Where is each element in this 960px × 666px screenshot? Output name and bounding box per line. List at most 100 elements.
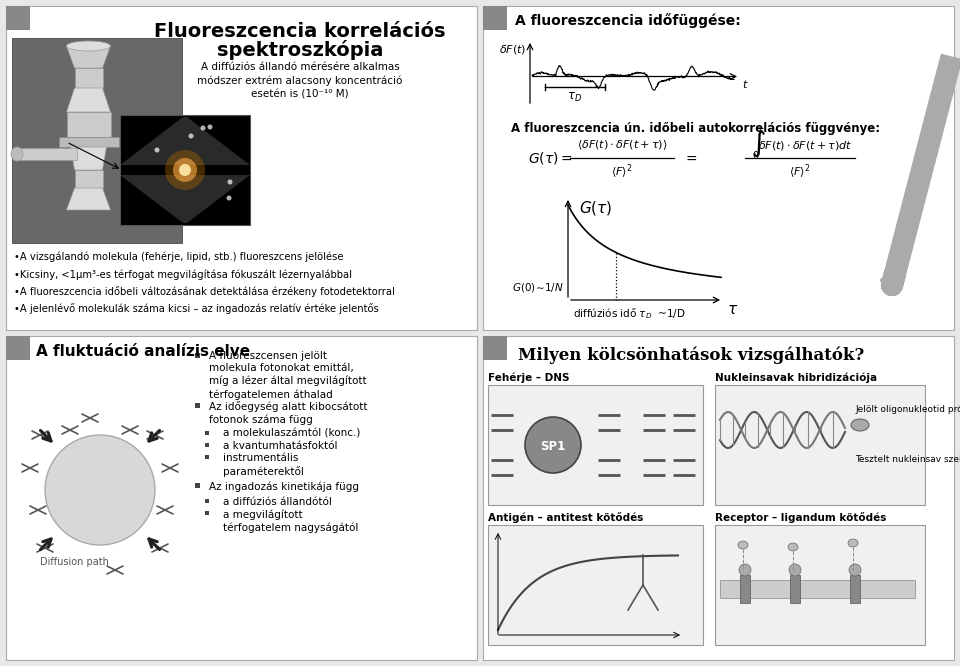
Bar xyxy=(850,575,860,603)
Bar xyxy=(715,385,925,505)
Bar xyxy=(6,6,30,30)
Circle shape xyxy=(45,435,155,545)
Circle shape xyxy=(525,417,581,473)
Text: Nukleinsavak hibridizációja: Nukleinsavak hibridizációja xyxy=(715,372,877,383)
Bar xyxy=(205,431,209,435)
Text: $G(\tau) =$: $G(\tau) =$ xyxy=(528,150,573,166)
Text: $\delta F(t)$: $\delta F(t)$ xyxy=(498,43,526,57)
Polygon shape xyxy=(66,46,110,68)
Bar xyxy=(6,336,30,360)
Text: Fluoreszcencia korrelációs: Fluoreszcencia korrelációs xyxy=(155,22,445,41)
Circle shape xyxy=(173,158,197,182)
Text: Jelölt oligonukleotid próba: Jelölt oligonukleotid próba xyxy=(855,405,960,414)
Text: $\tau$: $\tau$ xyxy=(727,302,738,317)
Ellipse shape xyxy=(66,41,110,51)
Text: SP1: SP1 xyxy=(540,440,565,452)
Bar xyxy=(740,575,750,603)
Text: diffúziós idő $\tau_D$  ~1/D: diffúziós idő $\tau_D$ ~1/D xyxy=(573,306,685,321)
Polygon shape xyxy=(70,147,107,170)
Text: $G(0)\!\sim\!1/N$: $G(0)\!\sim\!1/N$ xyxy=(513,282,564,294)
Ellipse shape xyxy=(848,539,858,547)
Text: a diffúziós állandótól: a diffúziós állandótól xyxy=(223,497,332,507)
Text: $=$: $=$ xyxy=(683,151,697,165)
Text: A diffúziós állandó mérésére alkalmas
módszer extrém alacsony koncentráció
eseté: A diffúziós állandó mérésére alkalmas mó… xyxy=(198,62,402,99)
Ellipse shape xyxy=(849,564,861,576)
Text: •A fluoreszcencia időbeli változásának detektálása érzékeny fotodetektorral: •A fluoreszcencia időbeli változásának d… xyxy=(14,286,395,297)
Text: Diffusion path: Diffusion path xyxy=(40,557,108,567)
Text: •A vizsgálandó molekula (fehérje, lipid, stb.) fluoreszcens jelölése: •A vizsgálandó molekula (fehérje, lipid,… xyxy=(14,252,344,262)
Polygon shape xyxy=(120,117,250,165)
Text: Milyen kölcsönhatások vizsgálhatók?: Milyen kölcsönhatások vizsgálhatók? xyxy=(518,347,864,364)
Bar xyxy=(720,580,915,598)
Text: $0$: $0$ xyxy=(753,149,759,161)
Bar xyxy=(483,336,954,660)
Text: Antigén – antitest kötődés: Antigén – antitest kötődés xyxy=(488,512,643,523)
Text: $\langle\delta F(t)\cdot\delta F(t + \tau)\rangle$: $\langle\delta F(t)\cdot\delta F(t + \ta… xyxy=(577,139,667,152)
Text: a megvilágított
térfogatelem nagyságától: a megvilágított térfogatelem nagyságától xyxy=(223,509,358,533)
Circle shape xyxy=(165,150,205,190)
Circle shape xyxy=(188,133,194,139)
Ellipse shape xyxy=(738,541,748,549)
Circle shape xyxy=(227,196,231,200)
Bar xyxy=(715,525,925,645)
Text: $\langle F\rangle^2$: $\langle F\rangle^2$ xyxy=(612,163,633,181)
Bar xyxy=(483,336,507,360)
Bar xyxy=(205,455,209,459)
Text: $\int$: $\int$ xyxy=(751,129,765,159)
Circle shape xyxy=(155,147,159,153)
Text: $\tau_D$: $\tau_D$ xyxy=(567,91,583,104)
Bar xyxy=(205,511,209,515)
Text: $t$: $t$ xyxy=(742,79,749,91)
Text: a kvantumhatásfoktól: a kvantumhatásfoktól xyxy=(223,441,338,451)
Ellipse shape xyxy=(788,543,798,551)
Bar xyxy=(195,353,200,358)
Text: A fluktuáció analízis elve: A fluktuáció analízis elve xyxy=(36,344,251,359)
Bar xyxy=(195,403,200,408)
Bar xyxy=(205,499,209,503)
Text: •A jelenlévő molekulák száma kicsi – az ingadozás relatív értéke jelentős: •A jelenlévő molekulák száma kicsi – az … xyxy=(14,303,379,314)
Text: $G(\tau)$: $G(\tau)$ xyxy=(579,199,612,217)
Text: Tesztelt nukleinsav szekvencia: Tesztelt nukleinsav szekvencia xyxy=(855,455,960,464)
Bar xyxy=(195,483,200,488)
Text: A fluoreszcencia ún. időbeli autokorrelációs függvénye:: A fluoreszcencia ún. időbeli autokorrelá… xyxy=(511,122,880,135)
Text: Fehérje – DNS: Fehérje – DNS xyxy=(488,372,569,383)
Text: $\langle F\rangle^2$: $\langle F\rangle^2$ xyxy=(789,163,810,181)
Bar xyxy=(59,137,118,147)
Ellipse shape xyxy=(11,147,23,161)
Circle shape xyxy=(228,180,232,184)
Polygon shape xyxy=(120,175,250,223)
Circle shape xyxy=(179,164,191,176)
Bar xyxy=(14,148,77,160)
Circle shape xyxy=(207,125,212,129)
Bar xyxy=(75,68,103,88)
Bar xyxy=(483,6,507,30)
Bar xyxy=(483,6,954,330)
Text: $T$: $T$ xyxy=(756,126,764,138)
Polygon shape xyxy=(66,188,110,210)
Bar xyxy=(66,112,110,137)
Text: A fluoreszcencia időfüggése:: A fluoreszcencia időfüggése: xyxy=(515,13,741,28)
Text: a molekulaszámtól (konc.): a molekulaszámtól (konc.) xyxy=(223,429,360,439)
Ellipse shape xyxy=(739,564,751,576)
Bar xyxy=(205,443,209,447)
Bar xyxy=(75,170,103,188)
Text: Receptor – ligandum kötődés: Receptor – ligandum kötődés xyxy=(715,512,886,523)
Text: Az időegység alatt kibocsátott
fotonok száma függ: Az időegység alatt kibocsátott fotonok s… xyxy=(209,401,368,425)
Text: instrumentális
paraméterektől: instrumentális paraméterektől xyxy=(223,453,304,477)
Ellipse shape xyxy=(789,564,801,576)
Bar xyxy=(6,336,477,660)
Bar xyxy=(120,115,250,225)
Text: spektroszkópia: spektroszkópia xyxy=(217,40,383,60)
Text: $\delta F(t)\cdot\delta F(t + \tau)dt$: $\delta F(t)\cdot\delta F(t + \tau)dt$ xyxy=(757,139,852,151)
Circle shape xyxy=(201,125,205,131)
Text: Az ingadozás kinetikája függ: Az ingadozás kinetikája függ xyxy=(209,481,359,492)
Text: A fluoreszcensen jelölt
molekula fotonokat emittál,
míg a lézer által megvilágít: A fluoreszcensen jelölt molekula fotonok… xyxy=(209,351,367,400)
Text: •Kicsiny, <1μm³-es térfogat megvilágítása fókuszált lézernyalábbal: •Kicsiny, <1μm³-es térfogat megvilágítás… xyxy=(14,269,352,280)
Bar xyxy=(488,385,703,505)
Bar xyxy=(790,575,800,603)
Bar xyxy=(6,6,477,330)
Bar xyxy=(12,38,182,243)
Polygon shape xyxy=(66,88,110,112)
Ellipse shape xyxy=(851,419,869,431)
Bar xyxy=(488,525,703,645)
